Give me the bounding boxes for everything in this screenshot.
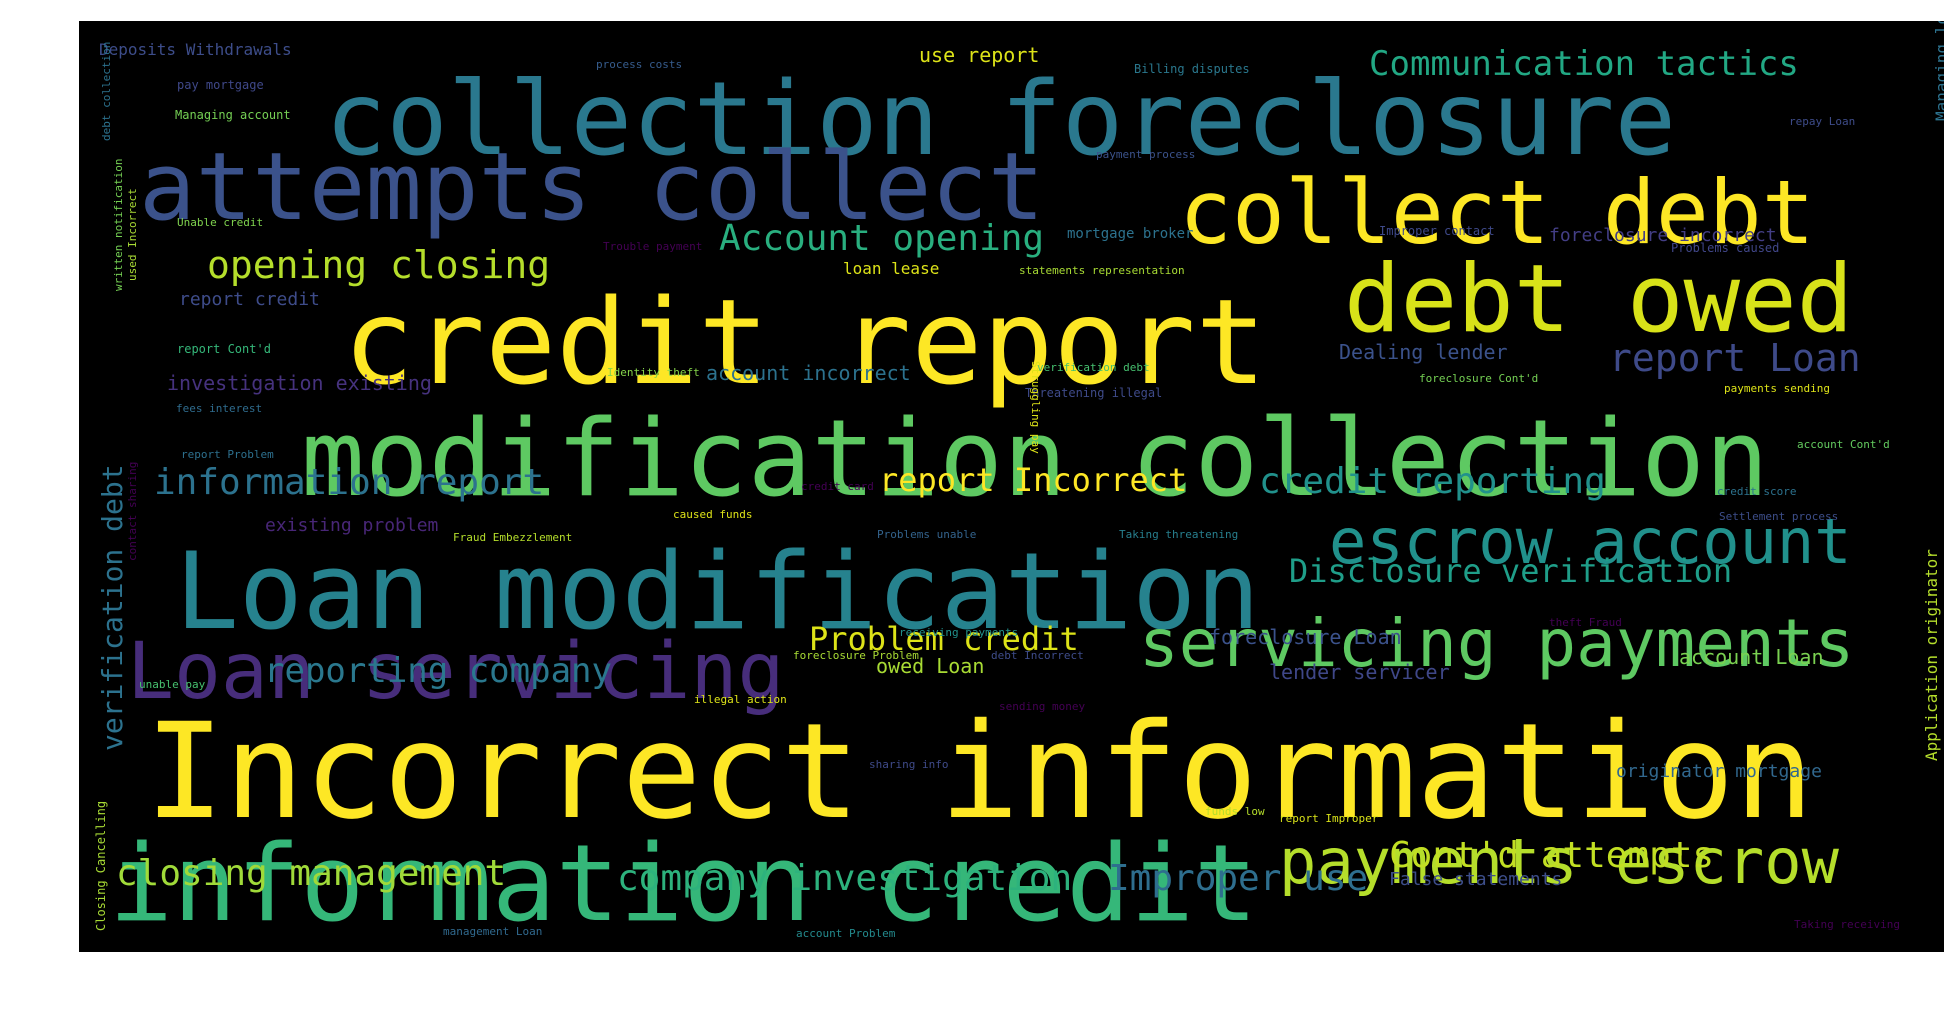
- word-77: sharing info: [869, 758, 949, 771]
- word-52: Identity theft: [607, 366, 700, 379]
- word-78: funds low: [1205, 805, 1265, 818]
- word-21: Communication tactics: [1369, 44, 1799, 84]
- word-15: information report: [154, 462, 545, 503]
- word-82: Taking receiving: [1794, 918, 1900, 931]
- vertical-word-3: debt collection: [100, 41, 113, 141]
- word-14: opening closing: [207, 243, 551, 287]
- word-50: Dealing lender: [1339, 340, 1508, 364]
- word-3: modification collection: [301, 397, 1769, 520]
- word-9: Loan servicing: [127, 627, 785, 717]
- vertical-word-7: Managing loan: [1932, 21, 1944, 121]
- word-48: statements representation: [1019, 264, 1185, 277]
- vertical-word-0: verification debt: [96, 464, 129, 751]
- word-31: originator mortgage: [1616, 761, 1822, 782]
- word-74: unable pay: [139, 678, 206, 691]
- word-6: attempts collect: [139, 133, 1045, 242]
- word-35: process costs: [596, 58, 683, 71]
- word-33: Deposits Withdrawals: [99, 40, 292, 59]
- word-68: Problems unable: [877, 528, 977, 541]
- word-42: Trouble payment: [603, 240, 703, 253]
- word-47: loan lease: [843, 259, 940, 278]
- word-24: company investigation: [617, 858, 1073, 899]
- vertical-word-4: contact sharing: [126, 461, 139, 561]
- word-38: Managing account: [175, 108, 291, 122]
- vertical-word-1: written notification: [112, 158, 125, 291]
- word-29: owed Loan: [876, 654, 985, 678]
- word-66: Settlement process: [1719, 510, 1839, 523]
- word-4: Loan modification: [175, 530, 1260, 653]
- word-70: receiving payments: [899, 626, 1019, 639]
- word-27: foreclosure Loan: [1209, 625, 1402, 649]
- word-7: collect debt: [1179, 161, 1815, 264]
- word-72: foreclosure Problem: [793, 649, 919, 662]
- word-11: payments escrow: [1279, 825, 1839, 898]
- word-64: existing problem: [265, 515, 439, 536]
- word-17: credit reporting: [1259, 461, 1606, 502]
- word-26: Cont'd attempts: [1389, 835, 1715, 876]
- vertical-word-8: Application originator: [1922, 549, 1941, 761]
- word-30: account Loan: [1679, 645, 1824, 669]
- word-46: Problems caused: [1671, 241, 1780, 255]
- word-34: use report: [919, 43, 1040, 67]
- word-49: report credit: [179, 289, 320, 310]
- vertical-word-5: Closing Cancelling: [94, 800, 108, 931]
- word-19: Problem credit: [809, 620, 1079, 658]
- word-71: theft Fraud: [1549, 616, 1622, 629]
- word-0: Incorrect information: [145, 695, 1814, 849]
- word-55: foreclosure Cont'd: [1419, 372, 1539, 385]
- word-56: investigation existing: [167, 371, 432, 395]
- word-44: Improper contact: [1379, 224, 1495, 238]
- word-62: credit card: [801, 480, 874, 493]
- word-67: Fraud Embezzlement: [453, 531, 573, 544]
- word-45: foreclosure incorrect: [1549, 225, 1777, 246]
- word-65: caused funds: [673, 508, 753, 521]
- word-cloud: Incorrect information credit report collec…: [79, 21, 1944, 952]
- word-18: Disclosure verification: [1289, 552, 1733, 590]
- word-16: report Incorrect: [879, 461, 1188, 499]
- word-8: debt owed: [1344, 245, 1854, 354]
- word-41: Unable credit: [177, 216, 264, 229]
- word-80: management Loan: [443, 925, 543, 938]
- word-53: account incorrect: [706, 361, 911, 385]
- word-10: servicing payments: [1139, 605, 1855, 682]
- word-2: collection foreclosure: [325, 60, 1677, 179]
- word-1: credit report: [343, 273, 1267, 411]
- word-76: sending money: [999, 700, 1086, 713]
- word-37: pay mortgage: [177, 78, 264, 92]
- word-43: mortgage broker: [1067, 226, 1194, 242]
- word-59: fees interest: [176, 402, 263, 415]
- vertical-word-6: Struggling pay: [1029, 361, 1042, 454]
- word-57: Threatening illegal: [1025, 386, 1163, 400]
- word-40: payment process: [1096, 148, 1196, 161]
- word-20: reporting company: [264, 651, 612, 691]
- word-61: account Cont'd: [1797, 438, 1890, 451]
- word-69: Taking threatening: [1119, 528, 1239, 541]
- word-32: False statements: [1389, 869, 1563, 890]
- word-54: verification debt: [1037, 361, 1150, 374]
- word-25: Improper use: [1108, 858, 1369, 899]
- word-5: information credit: [109, 822, 1258, 945]
- word-79: report Improper: [1279, 812, 1379, 825]
- word-58: payments sending: [1724, 382, 1830, 395]
- word-73: debt Incorrect: [991, 649, 1084, 662]
- word-36: Billing disputes: [1134, 62, 1250, 76]
- word-63: credit score: [1717, 485, 1797, 498]
- word-60: report Problem: [181, 448, 274, 461]
- word-81: account Problem: [796, 927, 896, 940]
- word-22: report Loan: [1609, 336, 1861, 380]
- word-39: repay Loan: [1789, 115, 1856, 128]
- word-51: report Cont'd: [177, 342, 271, 356]
- word-75: illegal action: [694, 693, 787, 706]
- word-12: escrow account: [1329, 505, 1852, 578]
- word-13: Account opening: [719, 218, 1045, 259]
- vertical-word-2: used Incorrect: [126, 188, 139, 281]
- word-28: lender servicer: [1269, 660, 1450, 684]
- word-23: closing management: [116, 853, 507, 894]
